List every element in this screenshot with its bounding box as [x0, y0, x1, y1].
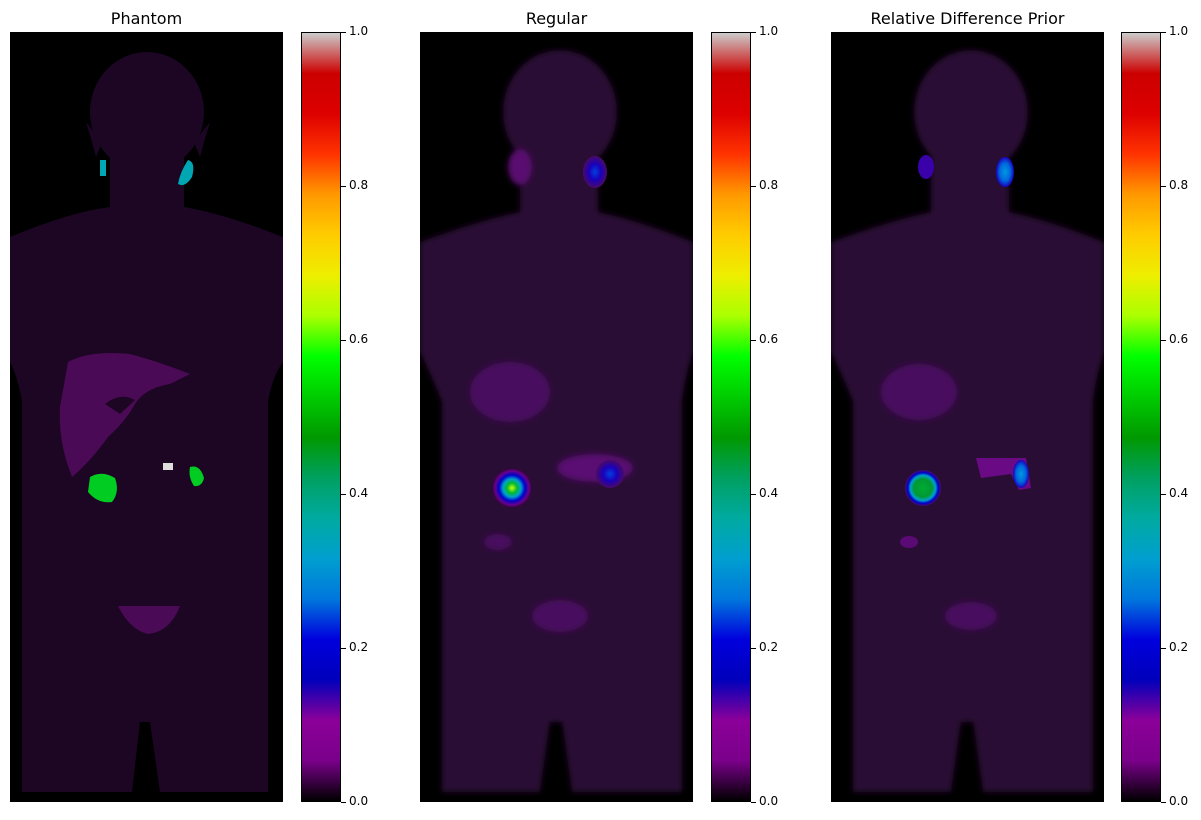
colorbar-tick-mark [1161, 801, 1166, 803]
colorbar-tick-label: 0.2 [759, 640, 779, 654]
colorbar-tick-mark [751, 185, 756, 187]
colorbar-tick-mark [341, 647, 346, 649]
colorbar-tick-label: 0.4 [349, 486, 369, 500]
colorbar-regular [711, 32, 751, 802]
colorbar-tick-label: 0.4 [759, 486, 779, 500]
panel-title-phantom: Phantom [110, 9, 183, 28]
colorbar-tick-mark [751, 801, 756, 803]
colorbar-rdp [1121, 32, 1161, 802]
colorbar-tick-label: 0.0 [1169, 794, 1189, 808]
colorbar-tick-mark [341, 339, 346, 341]
colorbar-tick-label: 1.0 [1169, 24, 1189, 38]
colorbar-tick-label: 0.6 [349, 332, 369, 346]
colorbar-tick-label: 0.6 [759, 332, 779, 346]
colorbar-phantom [301, 32, 341, 802]
colorbar-tick-mark [751, 493, 756, 495]
colorbar-tick-mark [1161, 185, 1166, 187]
colorbar-tick-mark [341, 185, 346, 187]
colorbar-tick-mark [1161, 493, 1166, 495]
colorbar-tick-mark [751, 339, 756, 341]
colorbar-tick-label: 0.2 [349, 640, 369, 654]
relative-difference-prior-image [831, 32, 1104, 802]
colorbar-tick-label: 0.8 [349, 178, 369, 192]
colorbar-tick-label: 1.0 [759, 24, 779, 38]
colorbar-tick-mark [751, 647, 756, 649]
colorbar-tick-label: 0.0 [349, 794, 369, 808]
panel-title-rdp: Relative Difference Prior [870, 9, 1065, 28]
colorbar-tick-mark [341, 31, 346, 33]
colorbar-tick-label: 0.4 [1169, 486, 1189, 500]
colorbar-tick-mark [1161, 31, 1166, 33]
panel-title-regular: Regular [525, 9, 588, 28]
colorbar-tick-mark [341, 801, 346, 803]
colorbar-tick-mark [341, 493, 346, 495]
regular-image [420, 32, 693, 802]
colorbar-tick-label: 0.8 [1169, 178, 1189, 192]
phantom-image [10, 32, 283, 802]
colorbar-tick-label: 0.8 [759, 178, 779, 192]
colorbar-tick-label: 0.0 [759, 794, 779, 808]
colorbar-tick-mark [751, 31, 756, 33]
colorbar-tick-label: 0.6 [1169, 332, 1189, 346]
colorbar-tick-label: 0.2 [1169, 640, 1189, 654]
colorbar-tick-label: 1.0 [349, 24, 369, 38]
colorbar-tick-mark [1161, 647, 1166, 649]
colorbar-tick-mark [1161, 339, 1166, 341]
